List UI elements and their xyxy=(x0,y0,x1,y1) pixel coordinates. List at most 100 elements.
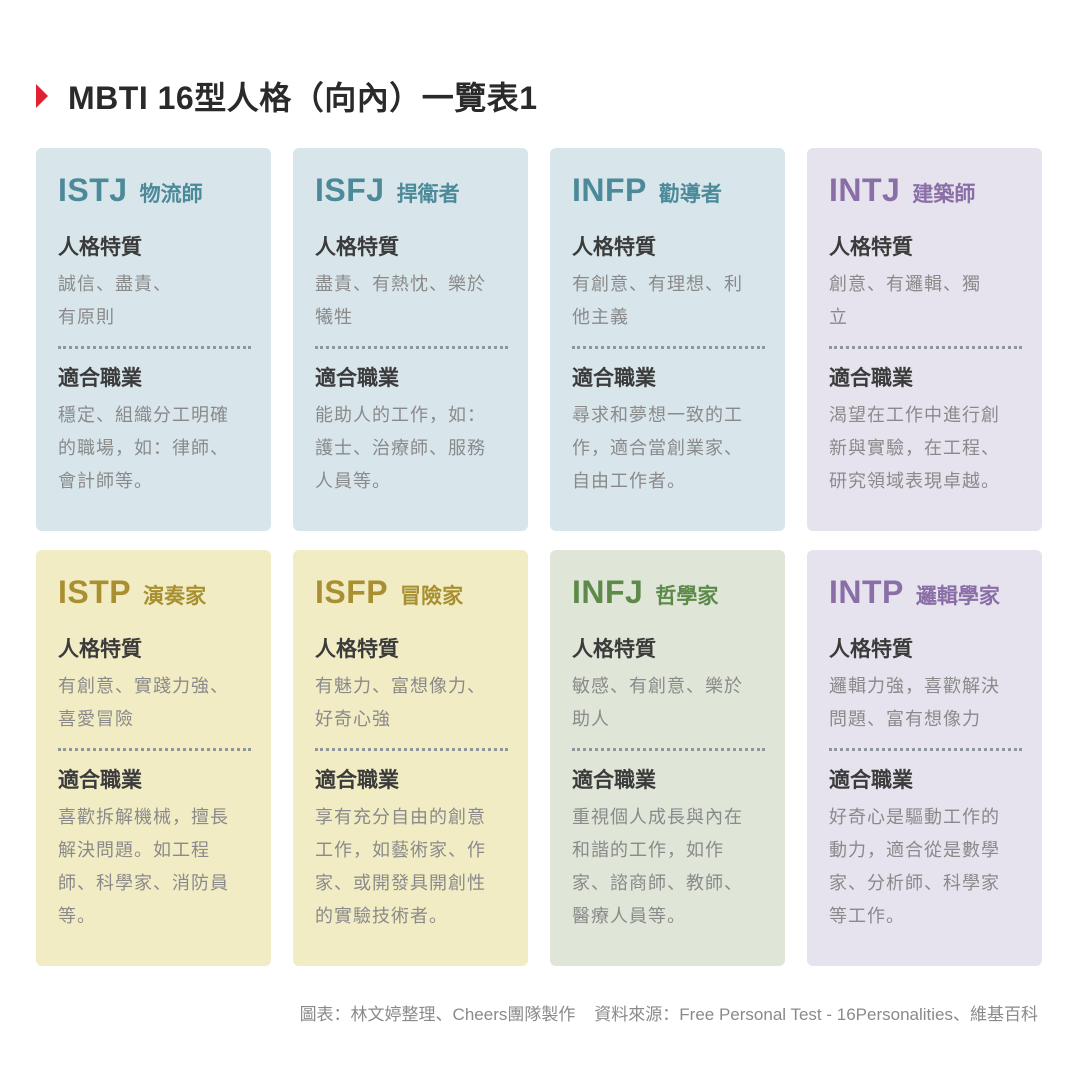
careers-text: 穩定、組織分工明確 的職場，如：律師、 會計師等。 xyxy=(58,399,251,498)
card-infp: INFP 勸導者 人格特質 有創意、有理想、利 他主義 適合職業 尋求和夢想一致的工 作，適合… xyxy=(550,148,785,531)
careers-line: 重視個人成長與內在 xyxy=(572,807,743,828)
traits-section: 人格特質 盡責、有熱忱、樂於 犧牲 xyxy=(315,232,508,334)
type-code: INFJ xyxy=(572,574,644,610)
careers-line: 護士、治療師、服務 xyxy=(315,438,486,459)
triangle-bullet-icon xyxy=(36,84,48,108)
traits-line: 創意、有邏輯、獨 xyxy=(829,274,981,295)
dotted-divider xyxy=(829,748,1022,751)
traits-section: 人格特質 創意、有邏輯、獨立 xyxy=(829,232,1022,334)
card-header: INTP 邏輯學家 xyxy=(829,574,1022,614)
type-code: ISTP xyxy=(58,574,132,610)
card-intj: INTJ 建築師人格特質 創意、有邏輯、獨立適合職業渴望在工作中進行創 新與實驗，在工… xyxy=(807,148,1042,531)
traits-heading: 人格特質 xyxy=(829,637,913,661)
careers-line: 等。 xyxy=(58,906,96,927)
careers-heading: 適合職業 xyxy=(572,366,656,390)
traits-line: 有原則 xyxy=(58,307,115,328)
careers-line: 好奇心是驅動工作的 xyxy=(829,807,1000,828)
traits-section: 人格特質 敏感、有創意、樂於 助人 xyxy=(572,634,765,736)
careers-section: 適合職業尋求和夢想一致的工 作，適合當創業家、 自由工作者。 xyxy=(572,363,765,498)
careers-line: 渴望在工作中進行創 xyxy=(829,405,1000,426)
traits-line: 有創意、有理想、利 xyxy=(572,274,743,295)
card-header: INFJ 哲學家 xyxy=(572,574,765,614)
careers-line: 會計師等。 xyxy=(58,471,153,492)
careers-line: 醫療人員等。 xyxy=(572,906,686,927)
careers-text: 重視個人成長與內在 和諧的工作，如作 家、諮商師、教師、 醫療人員等。 xyxy=(572,801,765,933)
card-header: ISTP 演奏家 xyxy=(58,574,251,614)
traits-line: 問題、富有想像力 xyxy=(829,709,981,730)
dotted-divider xyxy=(572,748,765,751)
page-title-text: MBTI 16型人格（向內）一覽表1 xyxy=(68,80,538,116)
careers-heading: 適合職業 xyxy=(829,366,913,390)
type-name: 物流師 xyxy=(139,182,203,206)
card-infj: INFJ 哲學家人格特質 敏感、有創意、樂於 助人適合職業重視個人成長與內在 和諧的工作… xyxy=(550,550,785,966)
careers-section: 適合職業重視個人成長與內在 和諧的工作，如作 家、諮商師、教師、 醫療人員等。 xyxy=(572,765,765,933)
traits-line: 誠信、盡責、 xyxy=(58,274,172,295)
type-name: 冒險家 xyxy=(400,584,464,608)
card-istj: ISTJ 物流師人格特質 誠信、盡責、 有原則適合職業穩定、組織分工明確 的職場，如：律… xyxy=(36,148,271,531)
traits-line: 助人 xyxy=(572,709,610,730)
careers-text: 尋求和夢想一致的工 作，適合當創業家、 自由工作者。 xyxy=(572,399,765,498)
traits-section: 人格特質有創意、實踐力強、 喜愛冒險 xyxy=(58,634,251,736)
traits-line: 盡責、有熱忱、樂於 xyxy=(315,274,486,295)
type-name: 捍衛者 xyxy=(396,182,460,206)
traits-text: 有創意、實踐力強、 喜愛冒險 xyxy=(58,670,251,736)
traits-text: 邏輯力強，喜歡解決 問題、富有想像力 xyxy=(829,670,1022,736)
careers-text: 享有充分自由的創意 工作，如藝術家、作 家、或開發具開創性 的實驗技術者。 xyxy=(315,801,508,933)
careers-line: 穩定、組織分工明確 xyxy=(58,405,229,426)
type-code: ISFP xyxy=(315,574,389,610)
traits-line: 敏感、有創意、樂於 xyxy=(572,676,743,697)
careers-line: 家、分析師、科學家 xyxy=(829,873,1000,894)
careers-text: 渴望在工作中進行創 新與實驗，在工程、 研究領域表現卓越。 xyxy=(829,399,1022,498)
dotted-divider xyxy=(829,346,1022,349)
careers-text: 喜歡拆解機械，擅長 解決問題。如工程 師、科學家、消防員 等。 xyxy=(58,801,251,933)
careers-line: 的實驗技術者。 xyxy=(315,906,448,927)
dotted-divider xyxy=(58,748,251,751)
type-code: ISFJ xyxy=(315,172,385,208)
card-header: INTJ 建築師 xyxy=(829,172,1022,212)
type-code: INFP xyxy=(572,172,647,208)
careers-line: 喜歡拆解機械，擅長 xyxy=(58,807,229,828)
footer-credits: 圖表：林文婷整理、Cheers團隊製作 資料來源：Free Personal T… xyxy=(300,1000,1038,1025)
careers-line: 自由工作者。 xyxy=(572,471,686,492)
traits-line: 有創意、實踐力強、 xyxy=(58,676,229,697)
careers-line: 尋求和夢想一致的工 xyxy=(572,405,743,426)
traits-section: 人格特質 有魅力、富想像力、 好奇心強 xyxy=(315,634,508,736)
footer-credit: 圖表：林文婷整理、Cheers團隊製作 xyxy=(299,1005,576,1024)
careers-line: 的職場，如：律師、 xyxy=(58,438,229,459)
type-name: 邏輯學家 xyxy=(915,584,1000,608)
traits-section: 人格特質 誠信、盡責、 有原則 xyxy=(58,232,251,334)
careers-heading: 適合職業 xyxy=(58,366,142,390)
traits-line: 好奇心強 xyxy=(315,709,391,730)
traits-line: 喜愛冒險 xyxy=(58,709,134,730)
careers-heading: 適合職業 xyxy=(315,768,399,792)
careers-section: 適合職業穩定、組織分工明確 的職場，如：律師、 會計師等。 xyxy=(58,363,251,498)
careers-line: 家、諮商師、教師、 xyxy=(572,873,743,894)
careers-line: 等工作。 xyxy=(829,906,905,927)
card-header: ISTJ 物流師 xyxy=(58,172,251,212)
traits-text: 有魅力、富想像力、 好奇心強 xyxy=(315,670,508,736)
footer-source: 資料來源：Free Personal Test - 16Personalitie… xyxy=(594,1005,1038,1024)
type-code: INTP xyxy=(829,574,904,610)
traits-text: 敏感、有創意、樂於 助人 xyxy=(572,670,765,736)
careers-heading: 適合職業 xyxy=(572,768,656,792)
careers-section: 適合職業 喜歡拆解機械，擅長 解決問題。如工程 師、科學家、消防員 等。 xyxy=(58,765,251,933)
careers-line: 享有充分自由的創意 xyxy=(315,807,486,828)
careers-line: 人員等。 xyxy=(315,471,391,492)
traits-text: 創意、有邏輯、獨立 xyxy=(829,268,1022,334)
type-code: INTJ xyxy=(829,172,901,208)
careers-line: 家、或開發具開創性 xyxy=(315,873,486,894)
careers-heading: 適合職業 xyxy=(315,366,399,390)
traits-heading: 人格特質 xyxy=(572,235,656,259)
careers-section: 適合職業 好奇心是驅動工作的 動力，適合從是數學 家、分析師、科學家 等工作。 xyxy=(829,765,1022,933)
traits-heading: 人格特質 xyxy=(58,637,142,661)
careers-line: 工作，如藝術家、作 xyxy=(315,840,486,861)
careers-text: 好奇心是驅動工作的 動力，適合從是數學 家、分析師、科學家 等工作。 xyxy=(829,801,1022,933)
card-intp: INTP 邏輯學家人格特質邏輯力強，喜歡解決 問題、富有想像力適合職業 好奇心是驅動工… xyxy=(807,550,1042,966)
page-title: MBTI 16型人格（向內）一覽表1 xyxy=(36,74,538,118)
dotted-divider xyxy=(58,346,251,349)
dotted-divider xyxy=(572,346,765,349)
type-name: 演奏家 xyxy=(143,584,207,608)
type-code: ISTJ xyxy=(58,172,128,208)
traits-line: 犧牲 xyxy=(315,307,353,328)
traits-text: 誠信、盡責、 有原則 xyxy=(58,268,251,334)
